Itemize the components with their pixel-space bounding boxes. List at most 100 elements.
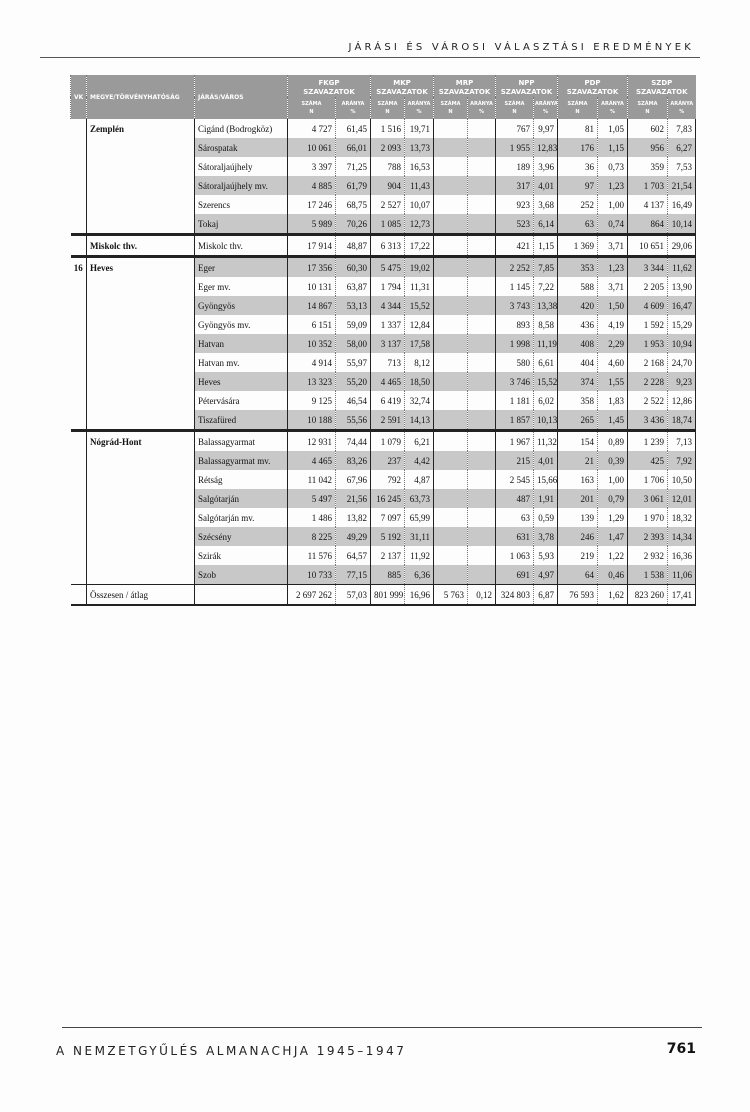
cell-value: 1 079 [370,430,405,451]
cell-value: 19,71 [404,119,434,138]
cell-value [467,195,496,214]
count-unit: N [385,109,390,115]
cell-value: 1,91 [533,489,558,508]
cell-value: 10,13 [533,410,558,432]
cell-value: 4 137 [627,195,668,214]
cell-value: 17,58 [404,334,434,353]
table-row: Szerencs 17 246 68,75 2 527 10,07 923 3,68 252 1… [70,195,696,214]
share-unit: % [609,109,615,115]
total-value: 5 763 [433,584,468,606]
header-share: ARÁNYA% [467,97,496,119]
cell-value: 1 794 [370,277,405,296]
cell-value [433,527,468,546]
cell-value [433,234,468,258]
cell-value: 10 352 [287,334,336,353]
table-row: 16 Heves Eger 17 356 60,30 5 475 19,02 2 252 7,8… [70,256,696,277]
cell-value: 6,27 [667,138,696,157]
cell-value: 4,19 [597,315,628,334]
cell-value: 10 061 [287,138,336,157]
cell-value: 81 [557,119,598,138]
district-number: 16 [70,256,87,277]
header-party: PDP SZAVAZATOK [557,75,628,97]
cell-value: 219 [557,546,598,565]
cell-value [467,410,496,432]
cell-value: 4 344 [370,296,405,315]
divider [62,1027,702,1028]
cell-value: 14,34 [667,527,696,546]
cell-value: 31,11 [404,527,434,546]
cell-value: 12,86 [667,391,696,410]
cell-value: 13,82 [335,508,371,527]
county-name [86,546,195,565]
results-table: VK MEGYE/TÖRVÉNYHATÓSÁG JÁRÁS/VÁROS FKGP SZA… [70,75,696,606]
cell-value [433,176,468,195]
cell-value: 163 [557,470,598,489]
county-name [86,527,195,546]
cell-value: 12 931 [287,430,336,451]
cell-value [433,119,468,138]
district-number [70,119,87,138]
cell-value: 2 932 [627,546,668,565]
cell-value: 1 337 [370,315,405,334]
total-value: 1,62 [597,584,628,606]
cell-value: 16,49 [667,195,696,214]
cell-value: 13,73 [404,138,434,157]
cell-value: 201 [557,489,598,508]
cell-value: 2 168 [627,353,668,372]
cell-value: 1 953 [627,334,668,353]
votes-label: SZAVAZATOK [438,88,491,96]
share-unit: % [542,109,548,115]
cell-value: 55,56 [335,410,371,432]
cell-value: 11,92 [404,546,434,565]
cell-value: 3,78 [533,527,558,546]
cell-value [433,157,468,176]
cell-value: 71,25 [335,157,371,176]
cell-value: 358 [557,391,598,410]
district-name: Eger mv. [194,277,288,296]
cell-value: 885 [370,565,405,585]
share-label: ARÁNYA [535,101,558,107]
cell-value: 1 181 [495,391,534,410]
cell-value: 421 [495,234,534,258]
cell-value: 4,60 [597,353,628,372]
cell-value: 15,52 [533,372,558,391]
cell-value [467,234,496,258]
cell-value: 6,36 [404,565,434,585]
cell-value: 4,01 [533,176,558,195]
cell-value [467,546,496,565]
votes-label: SZAVAZATOK [635,88,688,96]
cell-value: 1,00 [597,470,628,489]
cell-value: 64,57 [335,546,371,565]
cell-value: 63,73 [404,489,434,508]
cell-value: 3 743 [495,296,534,315]
table-row: Nógrád-Hont Balassagyarmat 12 931 74,44 1 07… [70,430,696,451]
cell-value: 13 323 [287,372,336,391]
page-number: 761 [666,1041,696,1057]
cell-value: 3 746 [495,372,534,391]
cell-value: 1 998 [495,334,534,353]
cell-value: 215 [495,451,534,470]
total-value: 324 803 [495,584,534,606]
cell-value: 904 [370,176,405,195]
cell-value: 12,84 [404,315,434,334]
party-name: MRP [455,79,474,87]
divider [40,57,700,58]
cell-value: 2 137 [370,546,405,565]
cell-value: 788 [370,157,405,176]
header-count: SZÁMA N [557,97,598,119]
cell-value: 36 [557,157,598,176]
cell-value: 49,29 [335,527,371,546]
count-label: SZÁMA [377,101,398,107]
cell-value: 55,20 [335,372,371,391]
cell-value [467,119,496,138]
district-number [70,410,87,432]
cell-value: 18,32 [667,508,696,527]
cell-value: 3,71 [597,277,628,296]
cell-value: 317 [495,176,534,195]
header-share: ARÁNYA% [335,97,371,119]
cell-value: 10,50 [667,470,696,489]
county-name [86,334,195,353]
cell-value: 7 097 [370,508,405,527]
total-value: 801 999 [370,584,405,606]
party-name: NPP [518,79,535,87]
